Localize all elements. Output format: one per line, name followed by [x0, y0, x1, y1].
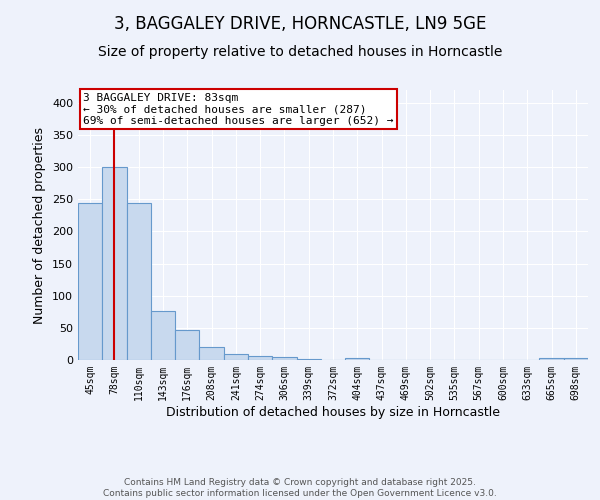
Bar [199, 346, 224, 360]
Bar [175, 330, 199, 360]
Bar [224, 354, 248, 360]
Bar [248, 356, 272, 360]
Text: 3 BAGGALEY DRIVE: 83sqm
← 30% of detached houses are smaller (287)
69% of semi-d: 3 BAGGALEY DRIVE: 83sqm ← 30% of detache… [83, 92, 394, 126]
Bar [564, 358, 588, 360]
Text: Contains HM Land Registry data © Crown copyright and database right 2025.
Contai: Contains HM Land Registry data © Crown c… [103, 478, 497, 498]
Bar [102, 167, 127, 360]
Bar [272, 358, 296, 360]
Bar [78, 202, 102, 360]
Bar [127, 202, 151, 360]
Text: Size of property relative to detached houses in Horncastle: Size of property relative to detached ho… [98, 45, 502, 59]
Y-axis label: Number of detached properties: Number of detached properties [34, 126, 46, 324]
Bar [151, 310, 175, 360]
Bar [539, 358, 564, 360]
Text: 3, BAGGALEY DRIVE, HORNCASTLE, LN9 5GE: 3, BAGGALEY DRIVE, HORNCASTLE, LN9 5GE [114, 15, 486, 33]
X-axis label: Distribution of detached houses by size in Horncastle: Distribution of detached houses by size … [166, 406, 500, 418]
Bar [345, 358, 370, 360]
